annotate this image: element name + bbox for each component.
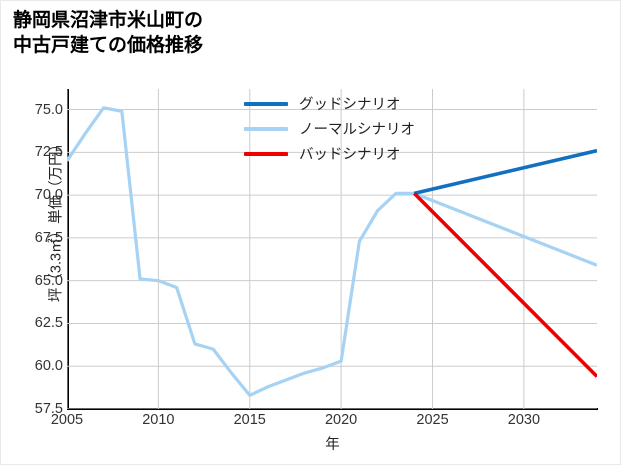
y-tick-label: 57.5	[34, 401, 63, 417]
x-axis-label: 年	[325, 437, 340, 453]
legend-label-good: グッドシナリオ	[299, 97, 401, 113]
series-line-normal	[67, 106, 597, 397]
legend-swatch-good-icon	[244, 101, 288, 106]
legend-item-normal[interactable]: ノーマルシナリオ	[244, 116, 474, 141]
x-tick-label: 2025	[416, 412, 449, 428]
legend-item-bad[interactable]: バッドシナリオ	[244, 141, 474, 166]
y-axis-spine	[67, 89, 69, 410]
plot-area	[67, 89, 597, 409]
grid-lines	[67, 89, 597, 409]
series-line-good	[413, 148, 597, 196]
chart-legend: グッドシナリオ ノーマルシナリオ バッドシナリオ	[244, 91, 474, 166]
chart-title: 静岡県沼津市米山町の 中古戸建ての価格推移	[13, 10, 204, 56]
y-tick-label: 70.0	[34, 187, 63, 204]
legend-label-normal: ノーマルシナリオ	[299, 122, 415, 138]
series-line-bad	[412, 192, 597, 378]
legend-swatch-normal-icon	[244, 126, 288, 131]
x-axis-spine	[67, 408, 598, 410]
y-tick-label: 60.0	[34, 358, 63, 375]
y-axis-ticks: 75.0 72.5 70.0 67.5 65.0 62.5 60.0 57.5	[7, 1, 63, 466]
plot-svg	[67, 89, 597, 409]
legend-item-good[interactable]: グッドシナリオ	[244, 91, 474, 116]
x-tick-label: 2005	[50, 412, 84, 428]
data-series-group	[67, 106, 597, 397]
y-tick-label: 67.5	[34, 229, 63, 246]
y-tick-label: 62.5	[34, 315, 63, 332]
y-tick-label: 72.5	[34, 144, 63, 161]
x-tick-label: 2010	[142, 412, 175, 428]
x-tick-label: 2030	[507, 412, 541, 428]
legend-label-bad: バッドシナリオ	[299, 147, 401, 163]
y-tick-label: 65.0	[34, 272, 63, 289]
legend-swatch-bad-icon	[244, 151, 288, 156]
x-tick-label: 2015	[233, 412, 266, 428]
x-tick-label: 2020	[324, 412, 358, 428]
y-tick-label: 75.0	[34, 101, 63, 118]
